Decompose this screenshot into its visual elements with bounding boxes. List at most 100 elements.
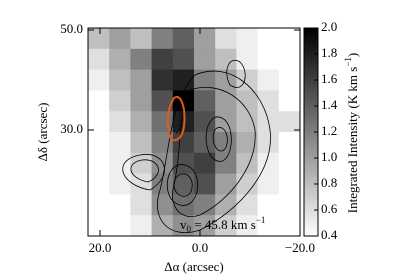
colorbar-step: [304, 132, 318, 136]
y-axis-label: Δδ (arcsec): [35, 103, 50, 162]
colorbar-step: [304, 163, 318, 168]
cell: [278, 173, 301, 195]
colorbar-step: [304, 145, 318, 150]
colorbar-step: [304, 180, 318, 185]
cell: [109, 152, 131, 175]
cell: [172, 215, 195, 237]
contour: [173, 173, 193, 197]
cell: [151, 111, 174, 133]
colorbar-step: [304, 142, 318, 147]
cell: [236, 152, 259, 175]
cell: [278, 111, 301, 133]
colorbar-step: [304, 194, 318, 199]
colorbar-step: [304, 184, 318, 188]
annotation-text: v: [180, 217, 187, 232]
colorbar-step: [304, 121, 318, 126]
cell: [88, 215, 110, 237]
colorbar-step: [304, 118, 318, 123]
cell: [194, 152, 216, 175]
annotation-sup: −1: [256, 215, 266, 225]
cell: [109, 90, 131, 112]
colorbar-tick-label: 0.6: [321, 201, 338, 216]
cell: [215, 90, 237, 112]
cell: [278, 69, 301, 91]
y-tick-label: 30.0: [60, 121, 83, 136]
cell: [194, 69, 216, 91]
colorbar-step: [304, 197, 318, 202]
cell: [257, 132, 280, 154]
colorbar-step: [304, 222, 318, 227]
colorbar-label-sup: −1: [343, 57, 353, 67]
colorbar-step: [304, 104, 318, 109]
colorbar-step: [304, 55, 318, 60]
cell: [257, 215, 280, 237]
colorbar-tick-label: 2.0: [321, 19, 337, 34]
cell: [215, 173, 237, 195]
colorbar-step: [304, 69, 318, 74]
colorbar-step: [304, 225, 318, 230]
cell: [236, 194, 259, 216]
colorbar-step: [304, 86, 318, 91]
colorbar-step: [304, 190, 318, 195]
cell: [109, 111, 131, 133]
cell: [172, 69, 195, 91]
colorbar-step: [304, 208, 318, 213]
contour: [172, 105, 181, 134]
cell: [130, 90, 153, 112]
colorbar-step: [304, 149, 318, 154]
colorbar-label: Integrated Intensity (K km s−1): [343, 53, 360, 214]
colorbar-step: [304, 38, 318, 43]
colorbar-tick-label: 0.4: [321, 227, 338, 242]
colorbar-step: [304, 28, 318, 32]
cell: [236, 48, 259, 71]
cell: [278, 90, 301, 112]
colorbar-tick-label: 1.0: [321, 149, 337, 164]
colorbar-step: [304, 170, 318, 175]
colorbar-step: [304, 156, 318, 161]
cell: [172, 152, 195, 175]
plot-frame: [87, 27, 301, 237]
cell: [130, 194, 153, 216]
cell: [236, 173, 259, 195]
x-tick-label: −20.0: [285, 240, 315, 255]
cell: [236, 132, 259, 154]
cell: [194, 132, 216, 154]
colorbar-label-text: Integrated Intensity (K km s: [345, 67, 360, 214]
colorbar: 0.4 0.6 0.8 1.0 1.2 1.4 1.6 1.8 2.0: [303, 19, 338, 242]
cell: [236, 215, 259, 237]
contour: [205, 116, 232, 162]
colorbar-step: [304, 90, 318, 95]
cell: [109, 69, 131, 91]
colorbar-step: [304, 215, 318, 220]
contour: [212, 127, 228, 152]
cell: [172, 28, 195, 50]
cell: [151, 215, 174, 237]
colorbar-step: [304, 152, 318, 157]
colorbar-tick-label: 1.4: [321, 97, 338, 112]
colorbar-step: [304, 107, 318, 112]
cell: [236, 28, 259, 50]
cell: [194, 28, 216, 50]
colorbar-step: [304, 229, 318, 234]
cell: [130, 132, 153, 154]
colorbar-step: [304, 41, 318, 46]
cell: [215, 215, 237, 237]
x-tick-label: 0.0: [192, 240, 208, 255]
colorbar-step: [304, 138, 318, 143]
colorbar-step: [304, 128, 318, 133]
x-tick-label: 20.0: [89, 240, 112, 255]
cell: [88, 152, 110, 175]
x-axis-label: Δα (arcsec): [164, 259, 224, 274]
cell: [194, 173, 216, 195]
cell: [278, 28, 301, 50]
cell: [257, 194, 280, 216]
cell: [172, 48, 195, 71]
colorbar-step: [304, 93, 318, 98]
colorbar-tick-label: 1.6: [321, 71, 338, 86]
cell: [88, 132, 110, 154]
cell: [151, 90, 174, 112]
colorbar-step: [304, 62, 318, 67]
cell: [130, 48, 153, 71]
contours: [122, 59, 271, 233]
